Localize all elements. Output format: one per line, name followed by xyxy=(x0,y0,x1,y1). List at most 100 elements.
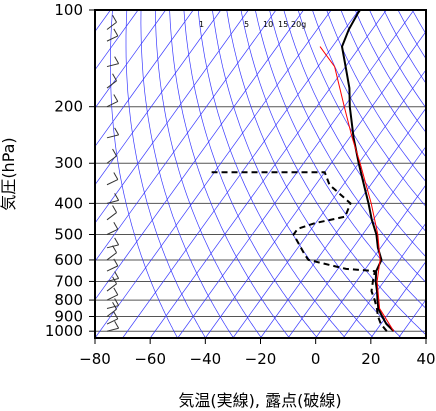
wind-barb-flag xyxy=(113,94,119,102)
wind-barb xyxy=(106,244,119,249)
wind-barb-flag xyxy=(112,301,117,310)
dry-adiabat-line xyxy=(383,10,426,85)
wind-barb-flag xyxy=(113,287,119,296)
wind-barb-flag xyxy=(114,193,120,201)
x-tick-label: 20 xyxy=(361,350,380,368)
isotherm-line xyxy=(95,10,277,262)
wind-barb xyxy=(106,277,119,282)
dry-adiabat-line xyxy=(197,10,346,338)
dry-adiabat-line xyxy=(283,10,426,258)
wind-barb-flag xyxy=(114,298,120,306)
x-tick-label: −40 xyxy=(190,350,222,368)
wind-barbs xyxy=(106,14,120,332)
wind-barb-flag xyxy=(113,311,119,320)
dry-adiabat-line xyxy=(254,10,426,309)
wind-barb xyxy=(106,212,117,221)
mixing-ratio-labels: 1 5 10 15 20g xyxy=(199,20,306,29)
parcel-line xyxy=(319,46,395,332)
isotherm-line xyxy=(398,299,426,338)
dry-adiabat-line xyxy=(354,10,426,134)
y-tick-label: 900 xyxy=(54,307,83,325)
wind-barb-flag xyxy=(113,258,119,267)
series-layer xyxy=(211,10,395,332)
x-tick-label: 0 xyxy=(311,350,321,368)
wind-barb xyxy=(106,155,117,164)
x-tick-label: 40 xyxy=(416,350,435,368)
isotherm-line xyxy=(149,10,387,338)
wind-barb xyxy=(106,21,117,30)
plot-area xyxy=(95,10,436,338)
y-tick-label: 1000 xyxy=(45,322,83,340)
y-axis-title: 気圧(hPa) xyxy=(0,137,18,210)
wind-barb-flag xyxy=(112,148,117,157)
wind-barb-flag xyxy=(114,271,120,279)
wind-barb xyxy=(106,283,117,292)
dry-adiabat-line xyxy=(411,10,426,35)
dry-adiabat-line xyxy=(212,10,374,338)
dry-adiabat-line xyxy=(169,10,290,338)
isotherm-line xyxy=(122,10,360,338)
dewpoint-line xyxy=(211,171,388,332)
y-tick-label: 100 xyxy=(54,1,83,19)
isotherm-line xyxy=(232,69,426,338)
mixing-ratio-label: 10 xyxy=(263,20,273,29)
x-tick-label: −80 xyxy=(79,350,111,368)
y-tick-label: 300 xyxy=(54,154,83,172)
y-tick-label: 200 xyxy=(54,98,83,116)
isotherm-line xyxy=(315,184,426,338)
isotherm-line xyxy=(370,260,426,338)
isotherm-line xyxy=(95,10,249,224)
dry-adiabat-line xyxy=(397,10,426,60)
x-tick-label: −60 xyxy=(134,350,166,368)
dry-adiabat-line xyxy=(110,10,178,338)
wind-barb-flag xyxy=(113,172,119,180)
wind-barb xyxy=(106,80,117,89)
wind-barb-flag xyxy=(113,222,119,230)
wind-barb-flag xyxy=(114,320,120,329)
wind-barb-flag xyxy=(112,205,117,213)
isotherm-line xyxy=(260,107,426,338)
wind-barb xyxy=(106,63,119,68)
wind-barb-flag xyxy=(113,28,119,37)
y-tick-label: 700 xyxy=(54,272,83,290)
y-tick-label: 400 xyxy=(54,194,83,212)
grid-layer xyxy=(95,9,426,332)
isotherm-line xyxy=(95,10,194,148)
wind-barb-flag xyxy=(114,56,120,64)
mixing-ratio-label: 5 xyxy=(244,20,249,29)
dry-adiabat-line xyxy=(427,10,436,338)
y-tick-label: 600 xyxy=(54,251,83,269)
wind-barb xyxy=(106,228,119,235)
wind-barb xyxy=(106,318,119,325)
wind-barb-flag xyxy=(112,276,117,285)
isotherm-line xyxy=(95,10,222,186)
dry-adiabat-line xyxy=(140,10,234,338)
wind-barb xyxy=(106,101,119,108)
wind-barb xyxy=(106,294,119,301)
wind-barb xyxy=(106,35,119,42)
y-tick-label: 500 xyxy=(54,226,83,244)
dry-adiabat-line xyxy=(240,10,426,336)
wind-barb-flag xyxy=(112,14,117,23)
isotherm-line xyxy=(95,10,332,338)
dry-adiabat-line xyxy=(269,10,426,284)
isotherm-line xyxy=(425,337,426,338)
isotherm-line xyxy=(205,30,426,338)
x-tick-label: −20 xyxy=(245,350,277,368)
temperature-line xyxy=(340,10,395,332)
wind-barb xyxy=(106,252,117,261)
y-tick-label: 800 xyxy=(54,291,83,309)
wind-barb xyxy=(106,134,119,139)
mixing-ratio-label: 15 xyxy=(278,20,288,29)
wind-barb-flag xyxy=(114,237,120,246)
isotherm-lines xyxy=(95,10,436,338)
wind-barb-flag xyxy=(112,73,117,82)
wind-barb xyxy=(106,199,119,204)
mixing-ratio-label: 20g xyxy=(291,20,306,29)
dry-adiabat-line xyxy=(226,10,402,338)
dry-adiabat-line xyxy=(154,10,262,338)
mixing-ratio-label: 1 xyxy=(199,20,204,29)
dry-adiabat-line xyxy=(297,10,426,233)
